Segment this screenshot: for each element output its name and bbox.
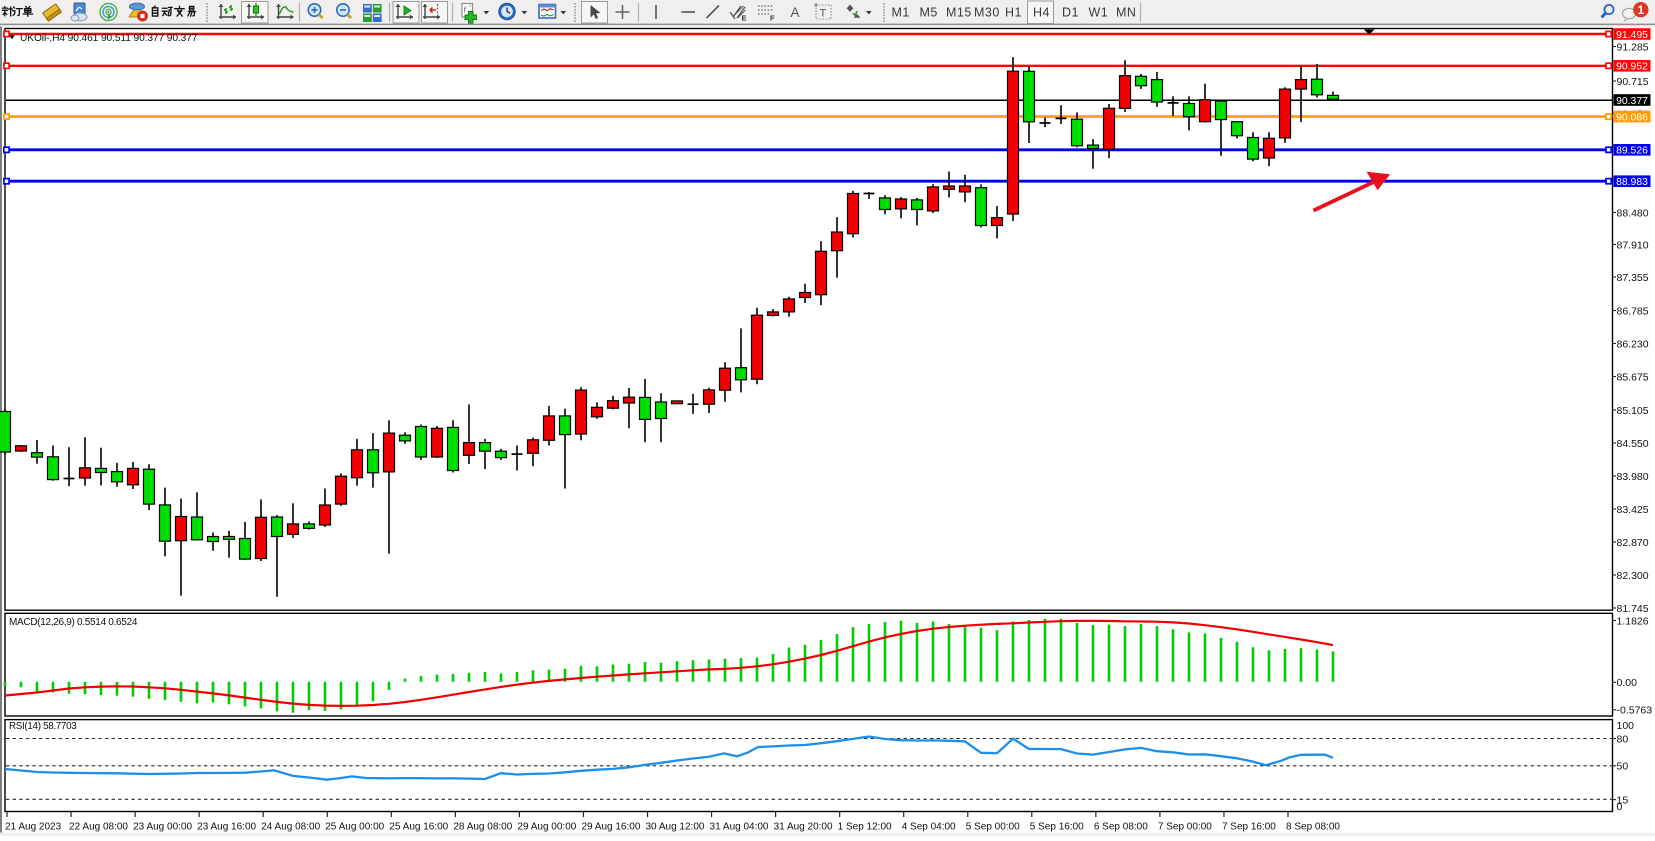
- svg-text:23 Aug 16:00: 23 Aug 16:00: [197, 822, 256, 833]
- svg-text:81.745: 81.745: [1617, 603, 1649, 615]
- svg-text:87.910: 87.910: [1617, 239, 1649, 251]
- svg-text:23 Aug 00:00: 23 Aug 00:00: [133, 822, 192, 833]
- svg-text:F: F: [770, 14, 775, 23]
- svg-text:91.495: 91.495: [1616, 30, 1648, 41]
- svg-text:15: 15: [1617, 794, 1629, 806]
- svg-text:21 Aug 2023: 21 Aug 2023: [5, 822, 62, 833]
- svg-text:100: 100: [1617, 720, 1635, 732]
- svg-text:7 Sep 16:00: 7 Sep 16:00: [1222, 822, 1276, 833]
- svg-text:f: f: [464, 6, 467, 15]
- svg-text:1.1826: 1.1826: [1617, 615, 1649, 627]
- svg-text:90.377: 90.377: [1616, 96, 1648, 107]
- svg-text:85.105: 85.105: [1617, 405, 1649, 417]
- svg-text:88.480: 88.480: [1617, 207, 1649, 219]
- svg-text:6 Sep 08:00: 6 Sep 08:00: [1094, 822, 1148, 833]
- svg-text:31 Aug 04:00: 31 Aug 04:00: [710, 822, 769, 833]
- svg-text:0.00: 0.00: [1617, 677, 1638, 689]
- svg-text:7 Sep 00:00: 7 Sep 00:00: [1158, 822, 1212, 833]
- svg-text:24 Aug 08:00: 24 Aug 08:00: [261, 822, 320, 833]
- svg-text:89.526: 89.526: [1616, 146, 1648, 157]
- svg-text:85.675: 85.675: [1617, 371, 1649, 383]
- svg-text:RSI(14) 58.7703: RSI(14) 58.7703: [9, 721, 77, 732]
- svg-text:28 Aug 08:00: 28 Aug 08:00: [453, 822, 512, 833]
- svg-text:M5: M5: [920, 6, 938, 20]
- svg-text:31 Aug 20:00: 31 Aug 20:00: [774, 822, 833, 833]
- svg-text:8 Sep 08:00: 8 Sep 08:00: [1286, 822, 1340, 833]
- svg-text:M15: M15: [946, 6, 972, 20]
- svg-text:T: T: [820, 8, 827, 20]
- svg-text:50: 50: [1617, 761, 1629, 773]
- svg-text:91.285: 91.285: [1617, 41, 1649, 53]
- svg-text:30 Aug 12:00: 30 Aug 12:00: [646, 822, 705, 833]
- svg-text:1 Sep 12:00: 1 Sep 12:00: [838, 822, 892, 833]
- svg-text:90.952: 90.952: [1616, 62, 1648, 73]
- svg-text:M30: M30: [974, 6, 1000, 20]
- svg-text:MN: MN: [1116, 6, 1136, 20]
- svg-text:A: A: [791, 5, 800, 20]
- svg-text:4 Sep 04:00: 4 Sep 04:00: [902, 822, 956, 833]
- svg-text:83.425: 83.425: [1617, 504, 1649, 516]
- svg-text:E: E: [742, 14, 747, 23]
- svg-text:25 Aug 16:00: 25 Aug 16:00: [389, 822, 448, 833]
- svg-text:90.086: 90.086: [1616, 112, 1648, 123]
- svg-text:MACD(12,26,9) 0.5514 0.6524: MACD(12,26,9) 0.5514 0.6524: [9, 617, 138, 628]
- svg-text:82.300: 82.300: [1617, 570, 1649, 582]
- svg-text:83.980: 83.980: [1617, 471, 1649, 483]
- svg-text:29 Aug 16:00: 29 Aug 16:00: [581, 822, 640, 833]
- svg-text:25 Aug 00:00: 25 Aug 00:00: [325, 822, 384, 833]
- svg-text:D1: D1: [1062, 6, 1079, 20]
- svg-text:90.715: 90.715: [1617, 76, 1649, 88]
- svg-text:H1: H1: [1005, 6, 1022, 20]
- svg-text:-0.5763: -0.5763: [1617, 705, 1653, 717]
- svg-text:0: 0: [1617, 801, 1623, 813]
- svg-text:88.983: 88.983: [1616, 177, 1648, 188]
- svg-text:UKOil-,H4 90.461 90.511 90.37: UKOil-,H4 90.461 90.511 90.377 90.377: [20, 33, 198, 44]
- svg-text:22 Aug 08:00: 22 Aug 08:00: [69, 822, 128, 833]
- svg-text:H4: H4: [1033, 6, 1050, 20]
- svg-text:87.355: 87.355: [1617, 272, 1649, 284]
- svg-text:M1: M1: [892, 6, 910, 20]
- svg-text:29 Aug 00:00: 29 Aug 00:00: [517, 822, 576, 833]
- svg-text:82.870: 82.870: [1617, 537, 1649, 549]
- svg-text:5 Sep 00:00: 5 Sep 00:00: [966, 822, 1020, 833]
- svg-text:W1: W1: [1089, 6, 1109, 20]
- svg-text:84.550: 84.550: [1617, 438, 1649, 450]
- svg-text:5 Sep 16:00: 5 Sep 16:00: [1030, 822, 1084, 833]
- svg-text:80: 80: [1617, 733, 1629, 745]
- svg-text:86.785: 86.785: [1617, 305, 1649, 317]
- svg-text:86.230: 86.230: [1617, 338, 1649, 350]
- svg-text:1: 1: [1638, 5, 1645, 17]
